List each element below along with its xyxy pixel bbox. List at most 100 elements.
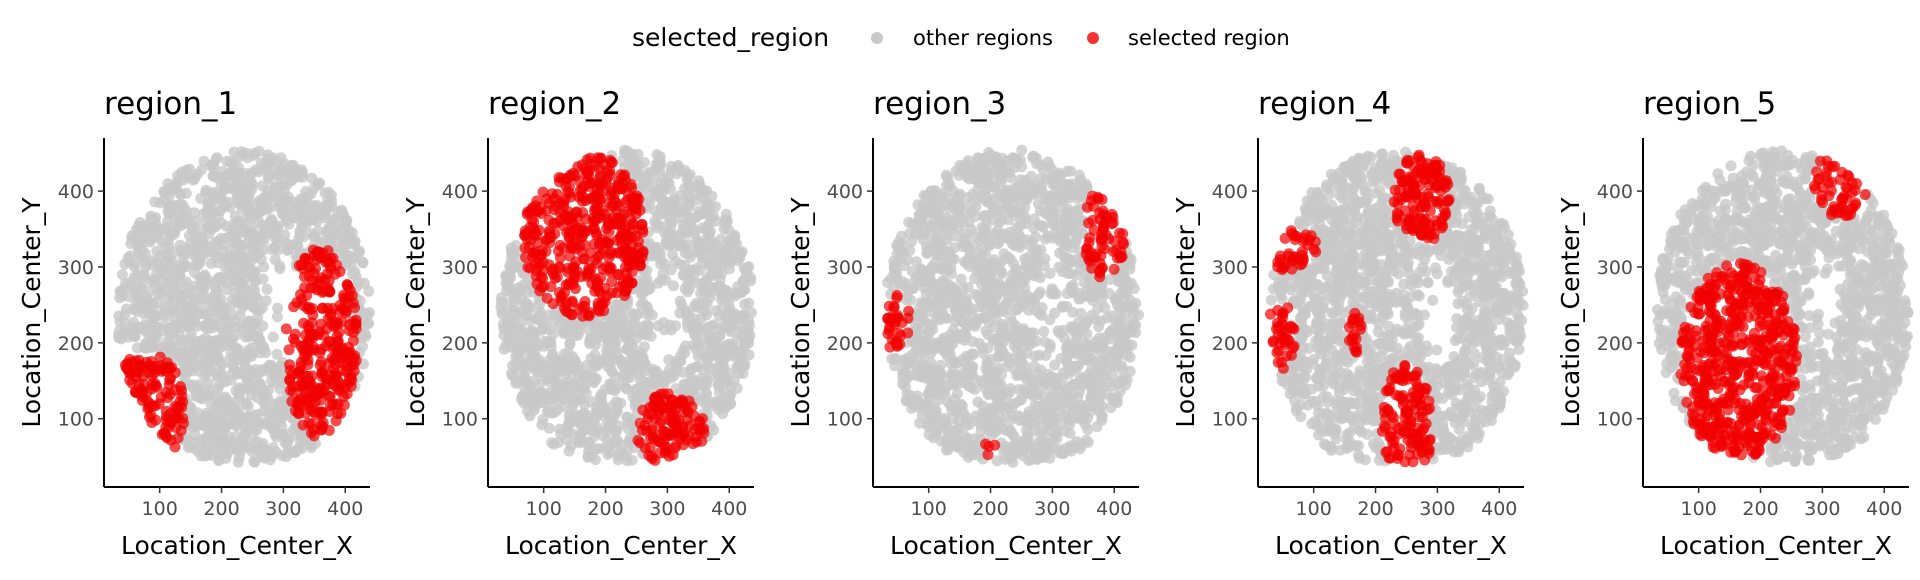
point-other [584, 338, 595, 349]
point-other [341, 215, 352, 226]
point-other [501, 277, 512, 288]
point-other [529, 331, 540, 342]
point-other [169, 292, 180, 303]
point-selected [303, 378, 314, 389]
point-other [651, 366, 662, 377]
point-selected [317, 367, 328, 378]
point-other [134, 221, 145, 232]
point-selected [305, 282, 316, 293]
point-selected [536, 250, 547, 261]
point-other [363, 286, 374, 297]
point-other [685, 265, 696, 276]
point-selected [324, 358, 335, 369]
point-selected [628, 219, 639, 230]
point-selected [570, 283, 581, 294]
point-other [272, 238, 283, 249]
point-selected [322, 268, 333, 279]
point-other [1044, 314, 1055, 325]
point-selected [628, 193, 639, 204]
point-other [174, 215, 185, 226]
point-other [228, 255, 239, 266]
point-other [662, 227, 673, 238]
point-selected [566, 219, 577, 230]
point-other [160, 305, 171, 316]
point-other [708, 425, 719, 436]
point-other [610, 438, 621, 449]
point-other [529, 357, 540, 368]
point-other [265, 226, 276, 237]
point-other [1020, 414, 1031, 425]
point-selected [591, 258, 602, 269]
point-other [631, 333, 642, 344]
point-other [272, 311, 283, 322]
point-other [243, 345, 254, 356]
point-other [314, 177, 325, 188]
point-selected [552, 189, 563, 200]
point-other [115, 286, 126, 297]
point-other [710, 305, 721, 316]
point-selected [564, 232, 575, 243]
point-selected [663, 429, 674, 440]
point-selected [284, 359, 295, 370]
point-other [236, 247, 247, 258]
point-other [231, 385, 242, 396]
point-other [123, 252, 134, 263]
point-other [262, 164, 273, 175]
y-tick-label: 100 [58, 409, 94, 431]
point-selected [691, 436, 702, 447]
point-other [202, 278, 213, 289]
point-other [1011, 222, 1022, 233]
point-other [172, 315, 183, 326]
point-selected [332, 319, 343, 330]
point-other [261, 419, 272, 430]
point-other [729, 230, 740, 241]
point-selected [698, 428, 709, 439]
point-selected [612, 213, 623, 224]
point-other [223, 316, 234, 327]
point-selected [288, 334, 299, 345]
y-axis-label: Location_Center_Y [401, 197, 430, 428]
x-tick-label: 400 [711, 498, 747, 520]
point-selected [317, 303, 328, 314]
point-other [610, 385, 621, 396]
point-selected [306, 419, 317, 430]
point-other [189, 316, 200, 327]
point-other [137, 278, 148, 289]
legend: selected_region other regions selected r… [632, 23, 1290, 52]
point-other [256, 199, 267, 210]
point-other [252, 392, 263, 403]
point-selected [684, 420, 695, 431]
point-other [279, 210, 290, 221]
point-other [208, 291, 219, 302]
point-other [163, 250, 174, 261]
point-selected [162, 392, 173, 403]
point-other [276, 412, 287, 423]
point-other [204, 354, 215, 365]
point-other [245, 321, 256, 332]
point-other [253, 166, 264, 177]
point-selected [615, 233, 626, 244]
point-other [328, 213, 339, 224]
point-other [741, 269, 752, 280]
point-other [656, 202, 667, 213]
y-tick-label: 300 [442, 257, 478, 279]
point-other [268, 332, 279, 343]
point-other [171, 283, 182, 294]
point-selected [131, 367, 142, 378]
point-other [700, 199, 711, 210]
point-other [241, 172, 252, 183]
point-other [332, 225, 343, 236]
point-other [232, 217, 243, 228]
point-other [166, 341, 177, 352]
point-other [215, 367, 226, 378]
point-other [238, 355, 249, 366]
point-selected [286, 396, 297, 407]
point-other [659, 376, 670, 387]
point-other [735, 287, 746, 298]
x-tick-label: 100 [142, 498, 178, 520]
point-selected [320, 284, 331, 295]
point-other [722, 214, 733, 225]
point-other [700, 186, 711, 197]
point-other [243, 401, 254, 412]
